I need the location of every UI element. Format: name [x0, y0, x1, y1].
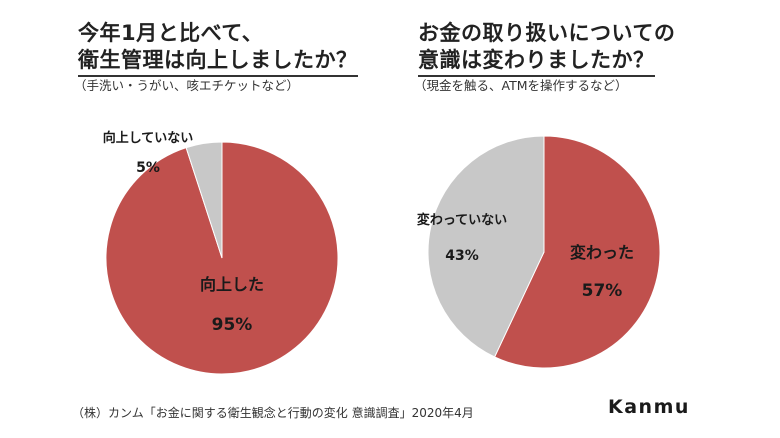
pie-slice-1-1	[427, 135, 545, 358]
chart-title-line2: 意識は変わりましたか？	[418, 47, 655, 77]
pie-slice-1-0	[493, 135, 661, 369]
chart-panel-money: お金の取り扱いについての 意識は変わりましたか？ （現金を触る、ATMを操作する…	[390, 0, 780, 438]
chart-title-money: お金の取り扱いについての 意識は変わりましたか？	[418, 20, 675, 77]
slice-label-0-1: 向上していない	[103, 130, 194, 146]
chart-subtitle-money: （現金を触る、ATMを操作するなど）	[414, 78, 628, 93]
pie-chart-money: 変わった 57% 変わっていない 43%	[417, 135, 661, 369]
brand-logo: Kanmu	[608, 396, 690, 418]
chart-title-line1: お金の取り扱いについての	[418, 21, 676, 45]
slice-value-0-1: 5%	[136, 160, 160, 176]
slice-value-0-0: 95%	[212, 315, 253, 335]
chart-subtitle-hygiene: （手洗い・うがい、咳エチケットなど）	[74, 78, 300, 93]
pie-chart-hygiene: 向上した 95% 向上していない 5%	[103, 130, 339, 375]
chart-panel-hygiene: 今年1月と比べて、 衛生管理は向上しましたか？ （手洗い・うがい、咳エチケットな…	[74, 20, 358, 375]
slice-label-0-0: 向上した	[200, 275, 264, 294]
slice-label-1-0: 変わった	[570, 243, 634, 262]
pie-slice-0-1	[185, 141, 223, 259]
slice-value-1-1: 43%	[445, 248, 479, 264]
chart-title-line1: 今年1月と比べて、	[78, 21, 264, 45]
chart-title-hygiene: 今年1月と比べて、 衛生管理は向上しましたか？	[78, 20, 358, 77]
slice-label-1-1: 変わっていない	[417, 212, 507, 228]
slice-value-1-0: 57%	[582, 281, 623, 301]
chart-title-line2: 衛生管理は向上しましたか？	[78, 47, 358, 77]
source-footnote: （株）カンム「お金に関する衛生観念と行動の変化 意識調査」2020年4月	[72, 406, 474, 420]
